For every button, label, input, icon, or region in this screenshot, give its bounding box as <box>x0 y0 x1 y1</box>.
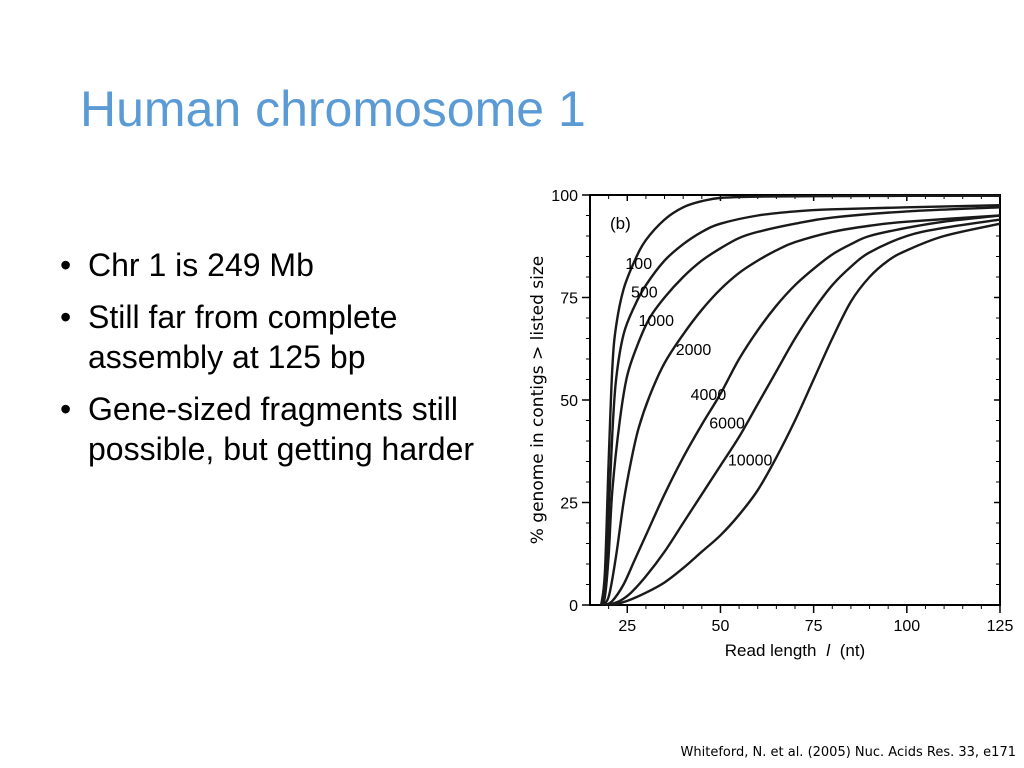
bullet-text: Chr 1 is 249 Mb <box>88 247 314 283</box>
series-label-500: 500 <box>631 285 658 302</box>
series-label-2000: 2000 <box>676 342 712 359</box>
series-line-4000 <box>604 214 1001 607</box>
bullet-text: Still far from complete assembly at 125 … <box>88 299 398 375</box>
series-label-1000: 1000 <box>638 313 674 330</box>
x-tick-label: 25 <box>618 618 636 635</box>
bullet-item: • Gene-sized fragments still possible, bu… <box>60 389 520 469</box>
y-tick-label: 25 <box>560 496 578 513</box>
bullet-item: • Still far from complete assembly at 125… <box>60 297 520 377</box>
bullet-text: Gene-sized fragments still possible, but… <box>88 391 475 467</box>
x-tick-label: 100 <box>893 618 920 635</box>
slide-title: Human chromosome 1 <box>80 81 586 137</box>
series-label-10000: 10000 <box>728 453 773 470</box>
series-line-2000 <box>600 214 1001 606</box>
x-tick-label: 50 <box>712 618 730 635</box>
y-axis-label: % genome in contigs > listed size <box>528 256 548 545</box>
x-axis-label-unit: (nt) <box>840 641 866 660</box>
x-axis-label-text: Read length <box>725 641 817 660</box>
x-axis-label-var: l <box>826 641 831 660</box>
bullet-icon: • <box>60 391 72 427</box>
x-tick-label: 125 <box>987 618 1014 635</box>
y-tick-label: 100 <box>551 188 578 205</box>
bullet-item: • Chr 1 is 249 Mb <box>60 245 520 285</box>
x-tick-label: 75 <box>805 618 823 635</box>
series-label-6000: 6000 <box>709 416 745 433</box>
bullet-icon: • <box>60 299 72 335</box>
series-line-10000 <box>612 222 1001 607</box>
series-group <box>599 194 1001 607</box>
series-label-100: 100 <box>625 256 652 273</box>
series-line-1000 <box>600 206 1001 606</box>
series-label-4000: 4000 <box>691 387 727 404</box>
series-line-100 <box>599 194 1001 606</box>
series-line-6000 <box>608 218 1001 607</box>
y-tick-label: 50 <box>560 393 578 410</box>
citation: Whiteford, N. et al. (2005) Nuc. Acids R… <box>680 745 1016 760</box>
bullet-list: • Chr 1 is 249 Mb • Still far from complet… <box>60 245 520 481</box>
y-tick-label: 0 <box>569 598 578 615</box>
series-line-500 <box>600 204 1001 606</box>
y-tick-label: 75 <box>560 291 578 308</box>
bullet-icon: • <box>60 247 72 283</box>
panel-label: (b) <box>610 214 631 233</box>
axis-ticks: 0 25 50 75 100 25 50 75 100 125 <box>551 188 1013 635</box>
x-axis-label: Read length l (nt) <box>725 641 865 660</box>
